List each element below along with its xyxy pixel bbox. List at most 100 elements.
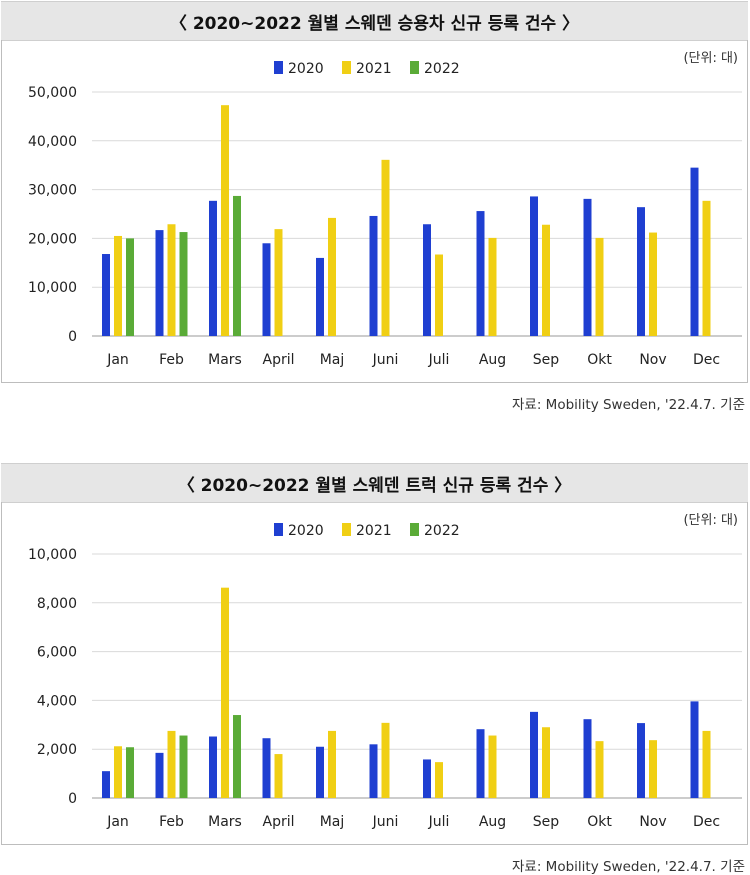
bar-2021-Dec [702,200,711,336]
bar-2021-April [274,229,283,336]
x-tick-label: Juni [372,352,399,368]
bar-2021-Feb [167,224,176,336]
x-tick-label: Jan [106,814,129,830]
chart-title: 〈 2020~2022 월별 스웨덴 트럭 신규 등록 건수 〉 [1,463,748,503]
bar-chart-passenger-cars: (단위: 대) 2020 2021 2022 0 10,000 20,000 30,000 40… [28,51,742,368]
bar-2020-Feb [155,230,164,336]
bar-2021-Juni [381,722,390,798]
bar-2020-Juni [369,744,378,798]
y-tick-label: 20,000 [28,231,77,247]
y-tick-label: 30,000 [28,183,77,199]
bar-2020-Sep [530,196,538,336]
bar-2020-Jan [102,254,110,336]
bar-2020-Mars [209,200,217,336]
bar-2020-Dec [690,167,699,336]
legend-label-2022: 2022 [424,523,460,539]
x-tick-label: Nov [639,352,666,368]
unit-label: (단위: 대) [683,51,738,66]
x-tick-label: Feb [159,352,184,368]
bar-2020-Aug [476,211,485,336]
bar-2020-Sep [530,711,538,798]
x-tick-label: Okt [587,352,612,368]
source-note: 자료: Mobility Sweden, '22.4.7. 기준 [512,859,745,875]
bar-2020-April [262,738,271,798]
x-tick-label: Juni [372,814,399,830]
unit-label: (단위: 대) [683,513,738,528]
legend-label-2020: 2020 [288,61,324,77]
x-tick-label: Sep [533,352,560,368]
bar-2022-Jan [126,238,134,336]
bar-2020-Maj [316,746,324,798]
y-tick-label: 2,000 [37,742,77,758]
bar-2022-Feb [179,232,188,336]
bar-2021-Maj [328,217,336,336]
legend-label-2020: 2020 [288,523,324,539]
bar-2020-Juni [369,215,378,336]
bar-2020-Juli [423,224,431,336]
x-tick-label: Dec [693,814,720,830]
bar-2022-Mars [233,195,241,336]
x-tick-label: April [263,814,295,830]
x-tick-label: Aug [479,814,506,830]
bar-2022-Jan [126,747,134,798]
legend-label-2022: 2022 [424,61,460,77]
x-tick-label: Maj [320,814,345,830]
bar-2021-Sep [542,727,550,798]
source-note: 자료: Mobility Sweden, '22.4.7. 기준 [512,397,745,413]
bar-2022-Feb [179,735,188,798]
bar-2020-Jan [102,771,110,798]
y-tick-label: 4,000 [37,693,77,709]
bar-2021-Juli [435,762,443,798]
bar-2021-Aug [488,735,497,798]
bar-2020-Juli [423,759,431,798]
x-tick-label: Jan [106,352,129,368]
chart-area: (단위: 대) 2020 2021 2022 0 10,000 20,000 30,000 40… [1,40,748,383]
y-tick-label: 10,000 [28,280,77,296]
bar-2020-Okt [583,719,592,798]
y-tick-label: 0 [68,791,77,807]
bar-2021-Jan [114,235,122,336]
bar-2021-Mars [221,105,229,337]
bar-2021-Jan [114,746,122,798]
bar-2021-Nov [649,232,657,336]
bar-2020-Nov [637,207,645,336]
chart-title: 〈 2020~2022 월별 스웨덴 승용차 신규 등록 건수 〉 [1,1,748,41]
chart-area: (단위: 대) 2020 2021 2022 0 2,000 4,000 6,000 8,000… [1,502,748,845]
x-tick-label: Maj [320,352,345,368]
bar-2020-Maj [316,257,324,336]
bar-2021-Sep [542,224,550,336]
bar-2021-Juli [435,254,443,336]
bar-2020-Mars [209,736,217,798]
bar-2020-Okt [583,198,592,336]
legend-swatch-2022 [410,61,419,74]
legend-swatch-2022 [410,523,419,536]
x-tick-label: Juli [428,814,450,830]
bar-2021-Dec [702,730,711,798]
x-tick-label: Juli [428,352,450,368]
x-tick-label: Feb [159,814,184,830]
x-tick-label: Nov [639,814,666,830]
bar-2021-April [274,754,283,798]
x-tick-label: Mars [208,814,242,830]
bar-2020-Feb [155,752,164,798]
x-tick-label: Sep [533,814,560,830]
bar-2021-Okt [595,741,604,798]
legend-swatch-2021 [342,61,351,74]
bar-2021-Maj [328,730,336,798]
bar-2021-Nov [649,740,657,798]
y-tick-label: 50,000 [28,85,77,101]
legend-label-2021: 2021 [356,61,392,77]
legend-swatch-2020 [274,523,283,536]
bar-2020-Aug [476,729,485,798]
bar-2020-Dec [690,701,699,798]
y-tick-label: 8,000 [37,596,77,612]
y-tick-label: 10,000 [28,547,77,563]
bar-2020-Nov [637,723,645,798]
x-tick-label: Aug [479,352,506,368]
bar-2022-Mars [233,715,241,798]
bar-2021-Juni [381,159,390,336]
bar-2021-Okt [595,237,604,336]
legend-label-2021: 2021 [356,523,392,539]
x-tick-label: Okt [587,814,612,830]
x-tick-label: Dec [693,352,720,368]
